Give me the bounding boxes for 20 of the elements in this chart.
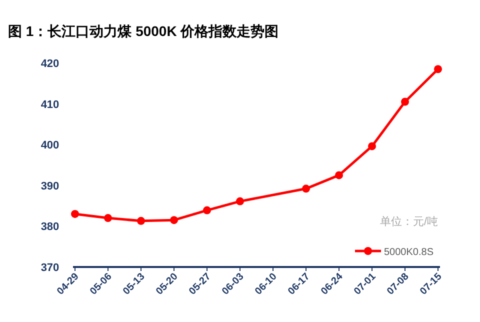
point <box>434 65 442 74</box>
chart-title: 图 1：长江口动力煤 5000K 价格指数走势图 <box>8 23 279 39</box>
annotation: 单位：元/吨 <box>380 215 438 228</box>
point <box>335 171 343 180</box>
y-tick-label: 390 <box>40 180 60 192</box>
point <box>137 216 145 225</box>
y-tick-label: 400 <box>40 140 60 152</box>
point <box>368 142 376 150</box>
point <box>71 210 79 218</box>
point <box>401 98 409 106</box>
legend-label: 5000K0.8S <box>384 247 434 258</box>
point <box>104 214 112 222</box>
y-tick-label: 370 <box>40 262 60 274</box>
y-tick-label: 380 <box>40 221 60 234</box>
point <box>203 206 211 214</box>
point <box>236 197 244 206</box>
point <box>302 184 310 193</box>
y-tick-label: 420 <box>40 58 60 70</box>
point <box>170 216 178 224</box>
y-tick-label: 410 <box>40 98 60 111</box>
